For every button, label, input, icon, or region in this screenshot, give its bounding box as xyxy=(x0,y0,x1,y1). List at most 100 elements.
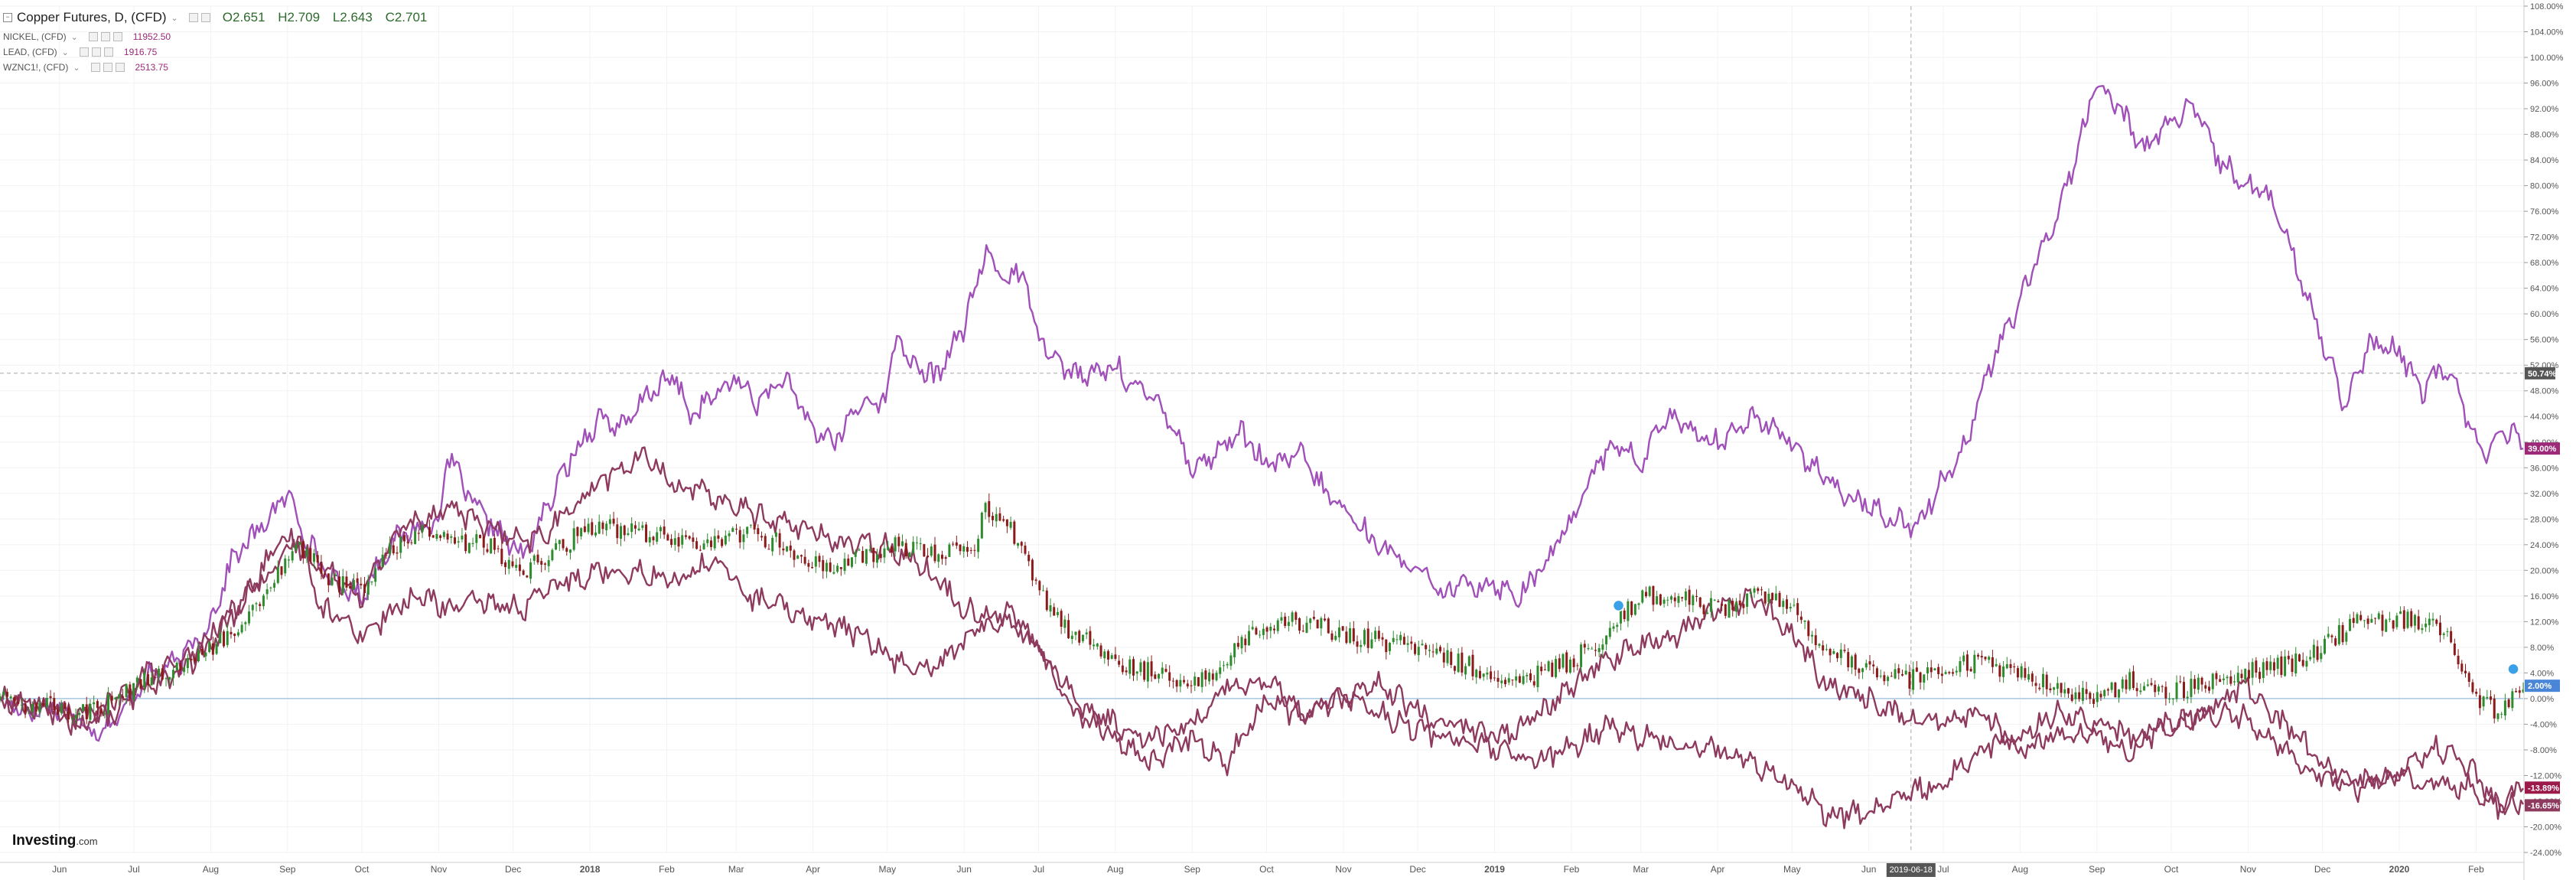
candle-body xyxy=(1536,665,1539,687)
candle-body xyxy=(381,554,384,567)
candle-body xyxy=(1186,683,1189,686)
candle-body xyxy=(490,538,493,554)
candle-body xyxy=(161,668,164,680)
y-tick-label: 32.00% xyxy=(2530,490,2559,499)
y-tick-label: 8.00% xyxy=(2530,644,2554,653)
candle-body xyxy=(641,525,644,528)
high-value: H2.709 xyxy=(278,10,321,24)
legend-main-row[interactable]: − Copper Futures, D, (CFD) ⌄ O2.651 H2.7… xyxy=(3,6,436,29)
candle-body xyxy=(1746,593,1749,608)
eye-icon[interactable] xyxy=(100,32,110,41)
candle-body xyxy=(980,512,983,539)
overlay-name: LEAD, (CFD) xyxy=(3,47,57,57)
x-tick-label: Sep xyxy=(2089,864,2105,875)
legend-overlay-nickel[interactable]: NICKEL, (CFD) ⌄ 11952.50 xyxy=(3,29,436,44)
candle-body xyxy=(1753,588,1756,593)
candle-body xyxy=(778,533,781,548)
overlay-value: 1916.75 xyxy=(123,47,158,57)
eye-icon[interactable] xyxy=(103,63,112,72)
overlay-name: WZNC1!, (CFD) xyxy=(3,62,69,73)
candle-body xyxy=(2352,618,2355,624)
candle-body xyxy=(2024,668,2027,678)
candle-body xyxy=(1320,618,1323,629)
candle-body xyxy=(1850,656,1853,668)
candle-body xyxy=(1175,680,1178,687)
candle-body xyxy=(1273,628,1276,631)
candle-body xyxy=(2258,671,2262,680)
chevron-down-icon[interactable]: ⌄ xyxy=(171,13,178,23)
candle-body xyxy=(1933,668,1936,671)
candle-body xyxy=(2349,618,2352,631)
candle-body xyxy=(1547,661,1550,671)
y-tick-label: 20.00% xyxy=(2530,566,2559,575)
legend-overlay-lead[interactable]: LEAD, (CFD) ⌄ 1916.75 xyxy=(3,44,436,60)
x-tick-label: Feb xyxy=(2468,864,2484,875)
y-tick-label: 4.00% xyxy=(2530,669,2554,678)
candle-body xyxy=(392,545,395,554)
candle-body xyxy=(500,549,503,564)
settings-icon[interactable] xyxy=(90,63,100,72)
candle-body xyxy=(1904,670,1907,675)
candle-body xyxy=(1692,595,1695,605)
candle-body xyxy=(2063,689,2066,694)
candle-body xyxy=(428,526,431,537)
candle-body xyxy=(1009,522,1012,528)
candle-body xyxy=(944,557,947,559)
settings-icon[interactable] xyxy=(79,47,89,57)
candle-body xyxy=(594,532,597,536)
eye-icon[interactable] xyxy=(91,47,101,57)
candle-body xyxy=(673,538,676,545)
event-marker-icon[interactable] xyxy=(2507,663,2519,676)
candle-body xyxy=(709,540,712,547)
candle-body xyxy=(1471,654,1474,676)
collapse-icon[interactable]: − xyxy=(3,13,12,22)
candle-body xyxy=(168,676,171,680)
candle-body xyxy=(2305,660,2308,667)
x-tick-label: May xyxy=(1783,864,1801,875)
candle-body xyxy=(1937,667,1940,675)
y-tick-label: 92.00% xyxy=(2530,105,2559,114)
candle-body xyxy=(1183,680,1186,683)
y-tick-label: 16.00% xyxy=(2530,592,2559,601)
chevron-down-icon[interactable]: ⌄ xyxy=(61,47,69,57)
chevron-down-icon[interactable]: ⌄ xyxy=(73,63,80,73)
candle-body xyxy=(1236,643,1239,647)
candle-body xyxy=(1486,672,1489,675)
candle-body xyxy=(940,554,943,559)
candle-body xyxy=(786,546,789,552)
candle-body xyxy=(312,553,315,562)
last-value-badge-nickel xyxy=(2525,442,2560,455)
candle-body xyxy=(1518,676,1521,683)
close-icon[interactable] xyxy=(115,63,125,72)
close-icon[interactable] xyxy=(103,47,113,57)
candle-body xyxy=(49,696,52,699)
candle-body xyxy=(2337,624,2340,644)
candle-body xyxy=(2106,689,2109,691)
settings-icon[interactable] xyxy=(88,32,98,41)
candle-body xyxy=(753,524,756,530)
candle-body xyxy=(1295,612,1298,621)
candle-body xyxy=(591,522,594,535)
candle-body xyxy=(482,536,485,548)
candle-body xyxy=(1915,667,1918,672)
candle-body xyxy=(2265,661,2268,670)
chevron-down-icon[interactable]: ⌄ xyxy=(70,32,78,42)
eye-icon[interactable] xyxy=(200,13,210,22)
legend-overlay-zinc[interactable]: WZNC1!, (CFD) ⌄ 2513.75 xyxy=(3,60,436,75)
close-icon[interactable] xyxy=(112,32,122,41)
candle-body xyxy=(1814,635,1817,646)
candle-body xyxy=(2027,674,2031,680)
candle-body xyxy=(692,537,695,543)
candle-body xyxy=(713,536,716,549)
candle-body xyxy=(1558,658,1561,670)
candle-body xyxy=(2363,620,2366,621)
settings-icon[interactable] xyxy=(188,13,198,22)
candle-body xyxy=(38,702,41,712)
candle-body xyxy=(1215,673,1218,681)
series-line-nickel xyxy=(0,85,2524,742)
candle-body xyxy=(396,552,399,554)
crosshair-value-label: 50.74% xyxy=(2528,370,2557,379)
candle-body xyxy=(1648,586,1651,596)
event-marker-icon[interactable] xyxy=(1612,599,1625,612)
